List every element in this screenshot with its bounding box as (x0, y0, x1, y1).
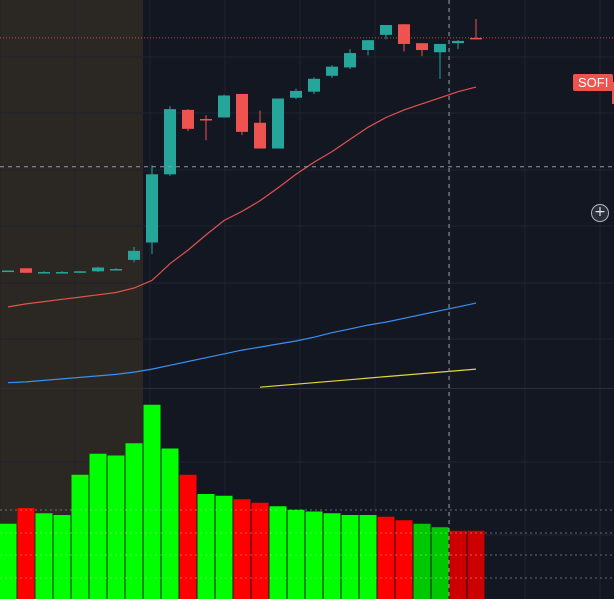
candle-body[interactable] (20, 268, 32, 273)
candle-body[interactable] (110, 269, 122, 271)
volume-bar[interactable] (215, 495, 233, 599)
moving-average-line-3 (259, 368, 477, 388)
candle-body[interactable] (416, 43, 428, 51)
candle-body[interactable] (236, 93, 248, 132)
volume-bar[interactable] (233, 499, 251, 599)
candle-body[interactable] (362, 40, 374, 51)
candle-body[interactable] (38, 272, 50, 274)
candle-body[interactable] (326, 66, 338, 76)
volume-bar[interactable] (449, 530, 467, 599)
candle-body[interactable] (254, 122, 266, 149)
candle-body[interactable] (128, 250, 140, 260)
candle-body[interactable] (308, 78, 320, 92)
volume-bar[interactable] (395, 520, 413, 599)
volume-bar[interactable] (53, 515, 71, 599)
symbol-price-tag[interactable]: SOFI (573, 74, 614, 91)
volume-bar[interactable] (377, 516, 395, 599)
volume-bar[interactable] (161, 448, 179, 599)
moving-average-line-1 (7, 86, 477, 308)
volume-bar[interactable] (251, 502, 269, 599)
volume-bar[interactable] (0, 523, 17, 599)
candle-body[interactable] (380, 25, 392, 35)
candle-body[interactable] (344, 53, 356, 68)
candle-body[interactable] (92, 267, 104, 272)
candle-body[interactable] (2, 270, 14, 273)
candle-body[interactable] (218, 95, 230, 118)
candle-body[interactable] (146, 174, 158, 243)
moving-average-line-2 (7, 302, 477, 384)
volume-bar[interactable] (359, 515, 377, 599)
candle-body[interactable] (434, 43, 446, 53)
volume-bar[interactable] (143, 404, 161, 599)
candle-body[interactable] (290, 90, 302, 98)
candle-body[interactable] (164, 109, 176, 175)
volume-bar[interactable] (413, 523, 431, 599)
volume-bar[interactable] (125, 443, 143, 599)
volume-bar[interactable] (197, 494, 215, 599)
candle-body[interactable] (452, 40, 464, 44)
candle-body[interactable] (272, 98, 284, 149)
candle-body[interactable] (182, 109, 194, 129)
volume-bar[interactable] (467, 530, 485, 599)
volume-bar[interactable] (341, 515, 359, 599)
candle-body[interactable] (398, 24, 410, 44)
candle-body[interactable] (56, 272, 68, 274)
volume-bar[interactable] (287, 509, 305, 599)
volume-bar[interactable] (35, 513, 53, 599)
volume-bar[interactable] (17, 508, 35, 599)
volume-bar[interactable] (107, 455, 125, 599)
price-edge-marker (612, 82, 614, 104)
pane-divider[interactable] (0, 388, 614, 389)
candle-body[interactable] (200, 118, 212, 121)
volume-bar[interactable] (89, 453, 107, 599)
volume-bar[interactable] (269, 506, 287, 599)
volume-bar[interactable] (323, 513, 341, 599)
volume-bar[interactable] (305, 511, 323, 599)
plus-circle-icon[interactable]: + (591, 204, 609, 222)
volume-bar[interactable] (71, 474, 89, 599)
candle-body[interactable] (470, 37, 482, 40)
volume-bar[interactable] (179, 474, 197, 599)
volume-bar[interactable] (431, 527, 449, 599)
candle-body[interactable] (74, 271, 86, 273)
